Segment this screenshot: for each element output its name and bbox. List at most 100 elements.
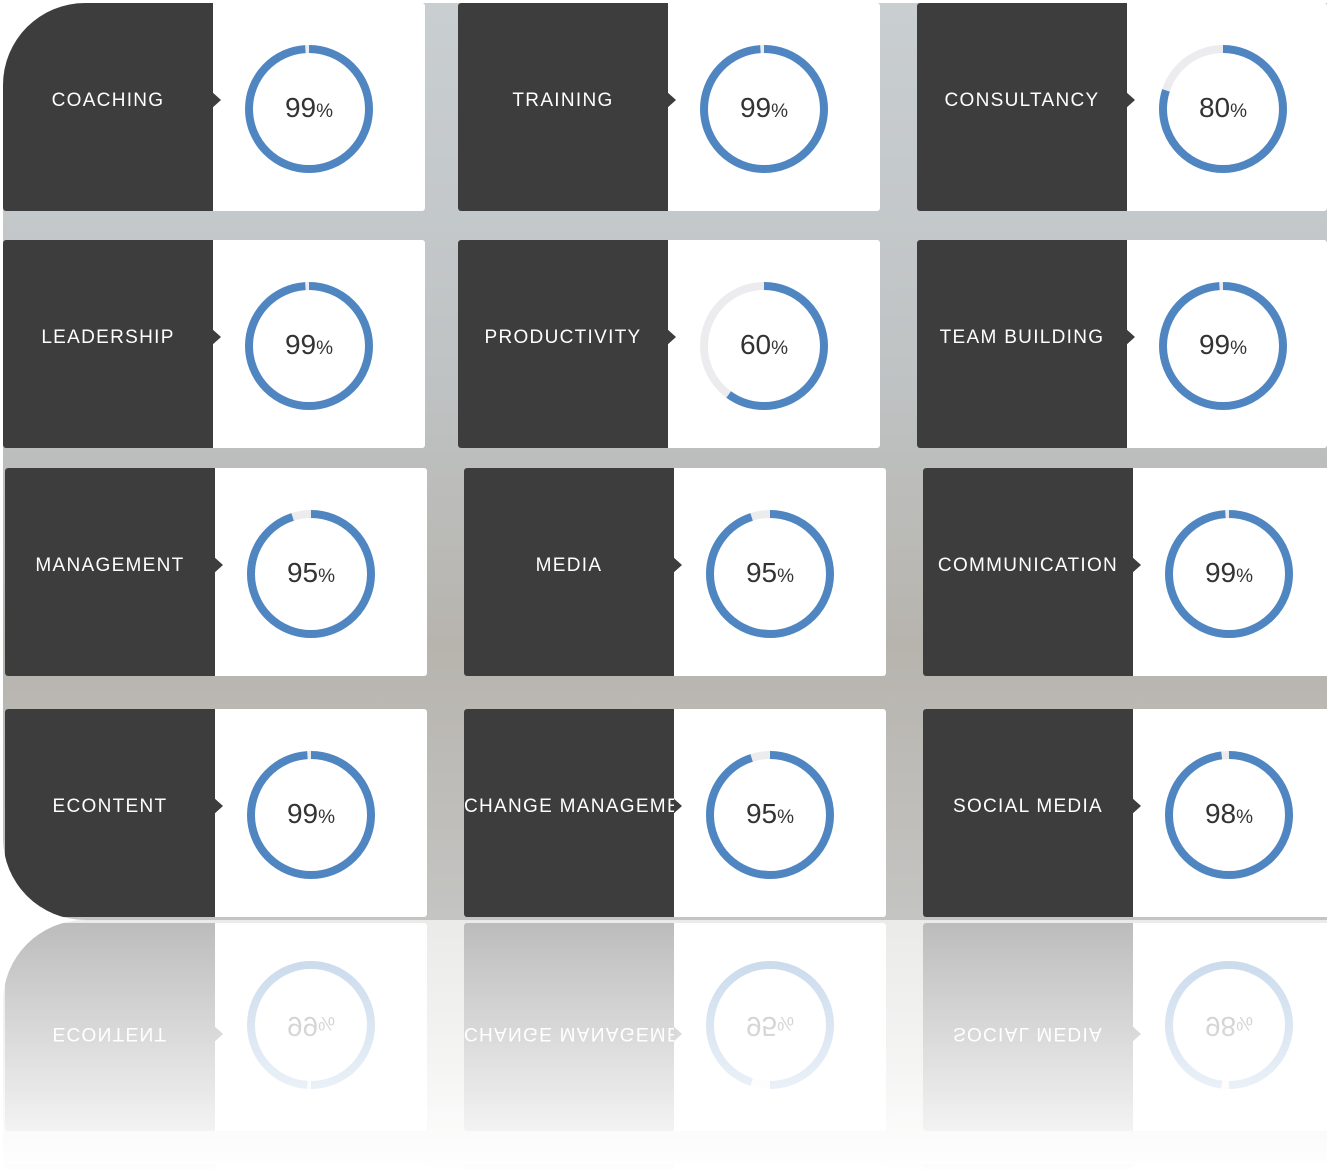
progress-ring — [1159, 45, 1287, 173]
notch — [1125, 91, 1135, 109]
skill-card: TEAM BUILDING 99% — [917, 240, 1327, 448]
percent-unit: % — [318, 807, 336, 828]
percent-value: 95 — [745, 798, 778, 829]
card-dark-panel — [5, 468, 215, 676]
percent-unit: % — [316, 338, 334, 359]
skill-card: CONSULTANCY 80% — [917, 3, 1327, 211]
skills-board: COACHING 99% TRAINING 99% CONSULTANCY 80% LEAD… — [3, 3, 1327, 920]
ring-progress — [1159, 45, 1287, 173]
skill-card: CHANGE MANAGEMENT 95% — [464, 709, 886, 917]
ring-progress — [247, 510, 375, 638]
percent-text: 98% — [1163, 799, 1295, 834]
progress-ring — [247, 751, 375, 879]
card-dark-panel — [458, 3, 668, 211]
percent-value: 99 — [284, 329, 317, 360]
ring-progress — [1159, 282, 1287, 410]
ring-progress — [700, 282, 828, 410]
percent-unit: % — [1230, 101, 1248, 122]
ring-progress — [247, 751, 375, 879]
notch — [211, 328, 221, 346]
ring-progress — [700, 45, 828, 173]
notch — [672, 797, 682, 815]
skill-label: MEDIA — [535, 555, 603, 576]
card-dark-panel — [917, 3, 1127, 211]
progress-ring — [245, 282, 373, 410]
progress-ring — [1165, 510, 1293, 638]
ring-progress — [1165, 751, 1293, 879]
card-dark-panel — [923, 468, 1133, 676]
percent-value: 95 — [286, 557, 319, 588]
skill-card: PRODUCTIVITY 60% — [458, 240, 880, 448]
skill-label: LEADERSHIP — [41, 327, 175, 348]
percent-value: 95 — [745, 557, 778, 588]
notch — [213, 797, 223, 815]
percent-unit: % — [1230, 338, 1248, 359]
percent-unit: % — [777, 566, 795, 587]
percent-text: 99% — [1157, 330, 1289, 365]
skill-label: TEAM BUILDING — [939, 327, 1105, 348]
skill-label: CHANGE MANAGEMENT — [464, 796, 674, 817]
progress-ring — [245, 45, 373, 173]
ring-progress — [706, 510, 834, 638]
percent-unit: % — [771, 101, 789, 122]
progress-ring — [706, 510, 834, 638]
notch — [1125, 328, 1135, 346]
percent-unit: % — [771, 338, 789, 359]
ring-progress — [1165, 510, 1293, 638]
skill-card: TRAINING 99% — [458, 3, 880, 211]
percent-value: 99 — [739, 92, 772, 123]
skill-label: COACHING — [51, 90, 165, 111]
percent-text: 99% — [243, 330, 375, 365]
skill-card: ECONTENT 99% — [5, 709, 427, 917]
percent-value: 99 — [286, 798, 319, 829]
percent-text: 95% — [704, 799, 836, 834]
card-dark-panel — [458, 240, 668, 448]
percent-text: 95% — [245, 558, 377, 593]
progress-ring — [1159, 282, 1287, 410]
percent-unit: % — [777, 807, 795, 828]
skill-card: MEDIA 95% — [464, 468, 886, 676]
percent-value: 99 — [284, 92, 317, 123]
percent-value: 99 — [1204, 557, 1237, 588]
progress-ring — [700, 282, 828, 410]
progress-ring — [1165, 751, 1293, 879]
skill-label: ECONTENT — [52, 796, 168, 817]
skill-label: CONSULTANCY — [944, 90, 1100, 111]
card-dark-panel — [464, 709, 674, 917]
skill-label: MANAGEMENT — [35, 555, 185, 576]
percent-unit: % — [316, 101, 334, 122]
percent-text: 60% — [698, 330, 830, 365]
percent-text: 99% — [1163, 558, 1295, 593]
card-dark-panel — [3, 240, 213, 448]
percent-unit: % — [1236, 807, 1254, 828]
percent-value: 99 — [1198, 329, 1231, 360]
card-dark-panel — [464, 468, 674, 676]
notch — [213, 556, 223, 574]
card-dark-panel — [923, 709, 1133, 917]
progress-ring — [700, 45, 828, 173]
percent-text: 99% — [245, 799, 377, 834]
percent-value: 80 — [1198, 92, 1231, 123]
ring-progress — [245, 45, 373, 173]
skill-label: COMMUNICATION — [937, 555, 1119, 576]
percent-unit: % — [318, 566, 336, 587]
skill-card: COMMUNICATION 99% — [923, 468, 1327, 676]
notch — [1131, 556, 1141, 574]
skill-card: LEADERSHIP 99% — [3, 240, 425, 448]
progress-ring — [706, 751, 834, 879]
percent-text: 80% — [1157, 93, 1289, 128]
progress-ring — [247, 510, 375, 638]
ring-progress — [706, 751, 834, 879]
skill-label: PRODUCTIVITY — [484, 327, 642, 348]
percent-text: 99% — [243, 93, 375, 128]
card-dark-panel — [5, 709, 215, 917]
skill-card: SOCIAL MEDIA 98% — [923, 709, 1327, 917]
skill-card: MANAGEMENT 95% — [5, 468, 427, 676]
card-dark-panel — [3, 3, 213, 211]
percent-unit: % — [1236, 566, 1254, 587]
skill-card: COACHING 99% — [3, 3, 425, 211]
notch — [672, 556, 682, 574]
notch — [211, 91, 221, 109]
percent-value: 60 — [739, 329, 772, 360]
